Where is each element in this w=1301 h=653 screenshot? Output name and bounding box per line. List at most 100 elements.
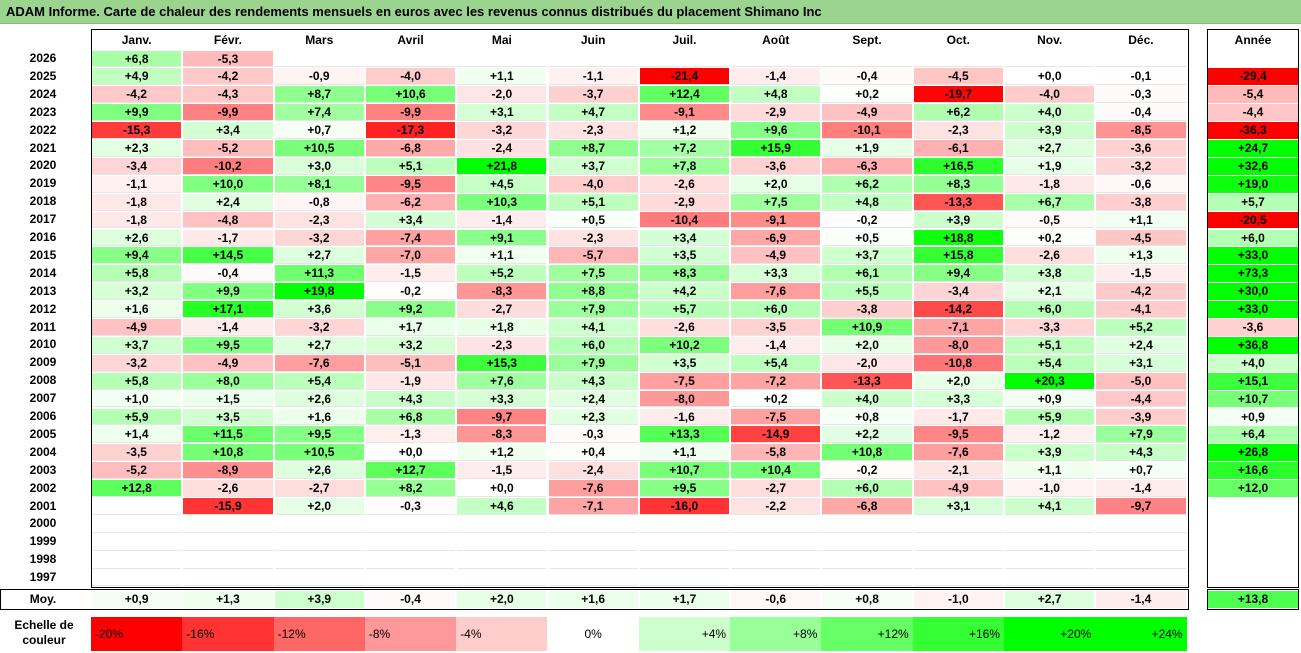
- heatmap-cell: +2,6: [274, 462, 364, 480]
- heatmap-cell: [274, 569, 364, 587]
- heatmap-cell: +4,6: [457, 498, 547, 515]
- heatmap-cell: +6,0: [1005, 301, 1095, 318]
- average-cell: +0,8: [822, 591, 912, 608]
- annual-cell: [1208, 551, 1298, 569]
- heatmap-cell: +2,0: [274, 498, 364, 515]
- heatmap-cell: [365, 50, 456, 68]
- year-label: 2006: [29, 409, 57, 423]
- heatmap-cell: -1,4: [731, 68, 821, 86]
- heatmap-cell: [365, 551, 456, 569]
- heatmap-cell: -4,5: [1096, 229, 1186, 247]
- heatmap-cell: [639, 533, 730, 551]
- heatmap-cell: -1,0: [1005, 480, 1095, 497]
- heatmap-cell: -8,0: [913, 336, 1003, 354]
- year-label: 2026: [29, 51, 57, 65]
- heatmap-cell: +3,3: [731, 265, 821, 283]
- heatmap-cell: -0,4: [822, 68, 912, 86]
- heatmap-cell: +7,9: [548, 301, 638, 318]
- heatmap-cell: -4,9: [731, 247, 821, 265]
- heatmap-cell: -1,4: [731, 336, 821, 354]
- heatmap-cell: +6,8: [365, 408, 456, 426]
- heatmap-cell: +8,7: [274, 86, 364, 104]
- heatmap-cell: -1,9: [365, 372, 456, 390]
- heatmap-cell: +5,1: [365, 157, 456, 175]
- heatmap-cell: -2,6: [639, 175, 730, 193]
- year-label: 2017: [29, 212, 57, 227]
- scale-swatch: +24%: [1095, 617, 1187, 651]
- year-label: 2024: [29, 86, 57, 101]
- heatmap-cell: +0,0: [1005, 68, 1095, 86]
- year-label: 2010: [29, 337, 57, 352]
- month-header: Juil.: [638, 31, 731, 49]
- heatmap-cell: +1,0: [92, 390, 182, 408]
- heatmap-cell: +2,4: [1096, 336, 1186, 354]
- heatmap-cell: -8,5: [1096, 122, 1186, 139]
- heatmap-cell: +3,9: [913, 211, 1003, 229]
- heatmap-cell: [183, 533, 273, 551]
- heatmap-cell: +3,7: [548, 157, 638, 175]
- average-cell: +2,0: [457, 591, 547, 608]
- heatmap-cell: -2,7: [731, 480, 821, 497]
- annual-cell: +6,0: [1208, 229, 1298, 247]
- heatmap-cell: +11,5: [183, 426, 273, 444]
- heatmap-cell: -7,4: [365, 229, 456, 247]
- scale-swatch: -8%: [364, 617, 457, 651]
- heatmap-cell: -3,5: [731, 319, 821, 336]
- annual-cell: -29,4: [1208, 68, 1298, 86]
- heatmap-cell: +3,5: [183, 408, 273, 426]
- heatmap-cell: -3,9: [1096, 408, 1186, 426]
- month-header: Sept.: [821, 31, 913, 49]
- annual-cell: +32,6: [1208, 157, 1298, 175]
- heatmap-cell: -5,8: [731, 444, 821, 462]
- heatmap-cell: +10,4: [731, 462, 821, 480]
- annual-cell: +73,3: [1208, 265, 1298, 283]
- heatmap-cell: [913, 50, 1003, 68]
- heatmap-cell: +1,1: [457, 68, 547, 86]
- heatmap-cell: +6,0: [731, 301, 821, 318]
- heatmap-cell: +19,8: [274, 283, 364, 301]
- heatmap-cell: -9,5: [365, 175, 456, 193]
- heatmap-cell: +9,6: [731, 122, 821, 139]
- heatmap-cell: -4,2: [92, 86, 182, 104]
- heatmap-cell: +6,1: [822, 265, 912, 283]
- heatmap-cell: -10,4: [639, 211, 730, 229]
- heatmap-cell: +3,9: [1005, 444, 1095, 462]
- heatmap-cell: -8,9: [183, 462, 273, 480]
- heatmap-cell: +3,4: [639, 229, 730, 247]
- heatmap-cell: -7,6: [913, 444, 1003, 462]
- heatmap-cell: -0,4: [183, 265, 273, 283]
- heatmap-cell: +9,9: [183, 283, 273, 301]
- heatmap-cell: +0,7: [1096, 462, 1186, 480]
- heatmap-cell: +3,5: [639, 354, 730, 372]
- heatmap-cell: +10,6: [365, 86, 456, 104]
- heatmap-cell: -2,3: [913, 122, 1003, 139]
- heatmap-cell: -0,5: [1005, 211, 1095, 229]
- heatmap-cell: [1096, 551, 1186, 569]
- heatmap-cell: +7,9: [548, 354, 638, 372]
- heatmap-cell: +2,1: [1005, 283, 1095, 301]
- heatmap-cell: +9,5: [274, 426, 364, 444]
- heatmap-cell: [457, 569, 547, 587]
- heatmap-cell: +10,8: [822, 444, 912, 462]
- year-label: 2015: [29, 247, 57, 262]
- heatmap-cell: +10,5: [274, 444, 364, 462]
- heatmap-cell: +10,2: [639, 336, 730, 354]
- heatmap-cell: +3,1: [1096, 354, 1186, 372]
- heatmap-cell: [639, 551, 730, 569]
- heatmap-cell: [365, 533, 456, 551]
- heatmap-cell: [731, 551, 821, 569]
- heatmap-cell: -9,9: [365, 104, 456, 122]
- heatmap-cell: +5,4: [731, 354, 821, 372]
- heatmap-cell: -2,2: [731, 498, 821, 515]
- heatmap-cell: -3,2: [457, 122, 547, 139]
- heatmap-cell: -3,8: [1096, 193, 1186, 211]
- heatmap-cell: +9,2: [365, 301, 456, 318]
- scale-label: Echelle de couleur: [0, 617, 88, 648]
- heatmap-cell: -4,2: [1096, 283, 1186, 301]
- annual-cell: +26,8: [1208, 444, 1298, 462]
- heatmap-cell: -1,5: [1096, 265, 1186, 283]
- annual-cell: [1208, 498, 1298, 515]
- heatmap-cell: -6,2: [365, 193, 456, 211]
- scale-swatch: +4%: [638, 617, 731, 651]
- heatmap-cell: -9,1: [731, 211, 821, 229]
